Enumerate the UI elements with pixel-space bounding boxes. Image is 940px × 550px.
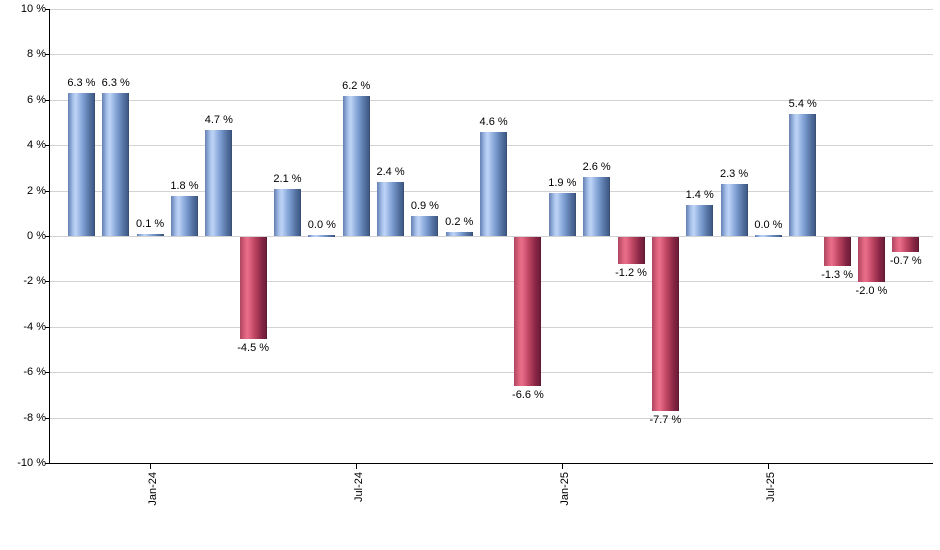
bar: [686, 204, 714, 237]
bar-value-label: -6.6 %: [512, 389, 544, 402]
bar-value-label: 6.3 %: [67, 77, 96, 90]
x-tick-mark: [561, 463, 563, 469]
gridline: [49, 99, 933, 101]
bar: [823, 236, 851, 266]
bar: [720, 184, 748, 237]
bar: [892, 236, 920, 253]
bar: [651, 236, 679, 412]
gridline: [49, 281, 933, 283]
bar: [239, 236, 267, 339]
bar: [308, 235, 336, 237]
bar: [136, 234, 164, 237]
y-tick-label: 2 %: [27, 184, 46, 197]
bar: [548, 193, 576, 237]
x-tick-mark: [355, 463, 357, 469]
bar: [205, 129, 233, 237]
bar-value-label: 6.2 %: [342, 79, 371, 92]
y-tick-label: -8 %: [23, 411, 46, 424]
bar: [102, 93, 130, 237]
bar-value-label: 2.4 %: [376, 166, 405, 179]
bar: [583, 177, 611, 237]
y-tick-mark: [45, 9, 49, 10]
y-tick-label: -6 %: [23, 366, 46, 379]
y-axis-line: [48, 9, 51, 464]
bar-value-label: 6.3 %: [101, 77, 130, 90]
bar: [377, 182, 405, 237]
y-tick-mark: [45, 372, 49, 374]
y-tick-mark: [45, 236, 49, 237]
y-tick-mark: [45, 99, 49, 101]
bar: [445, 231, 473, 237]
bar-value-label: -1.3 %: [821, 269, 853, 281]
bar: [480, 132, 508, 237]
y-tick-label: 4 %: [27, 139, 46, 152]
bar-value-label: -0.7 %: [889, 255, 922, 268]
bar-value-label: -1.2 %: [615, 266, 647, 279]
gridline: [49, 9, 933, 10]
bar-value-label: 0.0 %: [307, 219, 336, 231]
x-tick-label: Jan-25: [559, 471, 572, 506]
bar-value-label: -7.7 %: [649, 414, 682, 427]
bar: [274, 188, 301, 237]
x-tick-mark: [767, 463, 769, 469]
bar-value-label: 2.3 %: [719, 168, 749, 181]
bar-value-label: 0.9 %: [410, 200, 439, 213]
gridline: [49, 417, 933, 419]
gridline: [49, 236, 933, 237]
bar-value-label: 2.1 %: [273, 172, 302, 185]
bar: [617, 236, 645, 264]
bar-value-label: 0.2 %: [445, 215, 474, 228]
y-tick-mark: [45, 54, 49, 56]
bar: [857, 236, 885, 282]
bar-value-label: 4.6 %: [479, 116, 508, 129]
y-tick-label: -2 %: [23, 275, 46, 288]
gridline: [49, 372, 933, 374]
bar: [411, 216, 439, 237]
x-tick-label: Jan-24: [147, 471, 160, 506]
bar-value-label: 2.6 %: [582, 161, 611, 174]
x-tick-mark: [149, 463, 151, 469]
y-tick-label: 0 %: [27, 230, 46, 242]
y-tick-mark: [45, 326, 49, 328]
x-tick-label: Jul-24: [353, 471, 366, 502]
y-tick-label: -4 %: [23, 320, 46, 333]
bar-value-label: -4.5 %: [237, 341, 270, 354]
bar: [789, 113, 817, 237]
bar-value-label: 5.4 %: [788, 97, 817, 110]
y-tick-mark: [45, 417, 49, 419]
bar: [754, 235, 782, 237]
y-tick-label: 10 %: [20, 3, 46, 15]
bar: [514, 236, 542, 387]
gridline: [49, 326, 933, 328]
y-tick-label: 8 %: [27, 48, 46, 61]
y-tick-mark: [45, 463, 49, 464]
bar-value-label: -2.0 %: [855, 284, 888, 297]
x-axis-line: [48, 462, 933, 465]
y-tick-label: 6 %: [27, 93, 46, 106]
gridline: [49, 54, 933, 56]
y-tick-mark: [45, 145, 49, 147]
y-tick-mark: [45, 281, 49, 283]
bar-value-label: 0.1 %: [136, 218, 165, 231]
y-tick-mark: [45, 190, 49, 192]
bar: [170, 195, 198, 237]
bar-value-label: 1.8 %: [170, 179, 199, 192]
y-tick-label: -10 %: [17, 457, 46, 469]
bar: [67, 93, 95, 237]
bar-value-label: 4.7 %: [204, 113, 233, 126]
x-tick-label: Jul-25: [765, 471, 778, 502]
bar-value-label: 1.9 %: [548, 177, 577, 190]
bar-value-label: 1.4 %: [685, 188, 714, 201]
bar-value-label: 0.0 %: [754, 219, 783, 231]
bar: [342, 95, 370, 237]
